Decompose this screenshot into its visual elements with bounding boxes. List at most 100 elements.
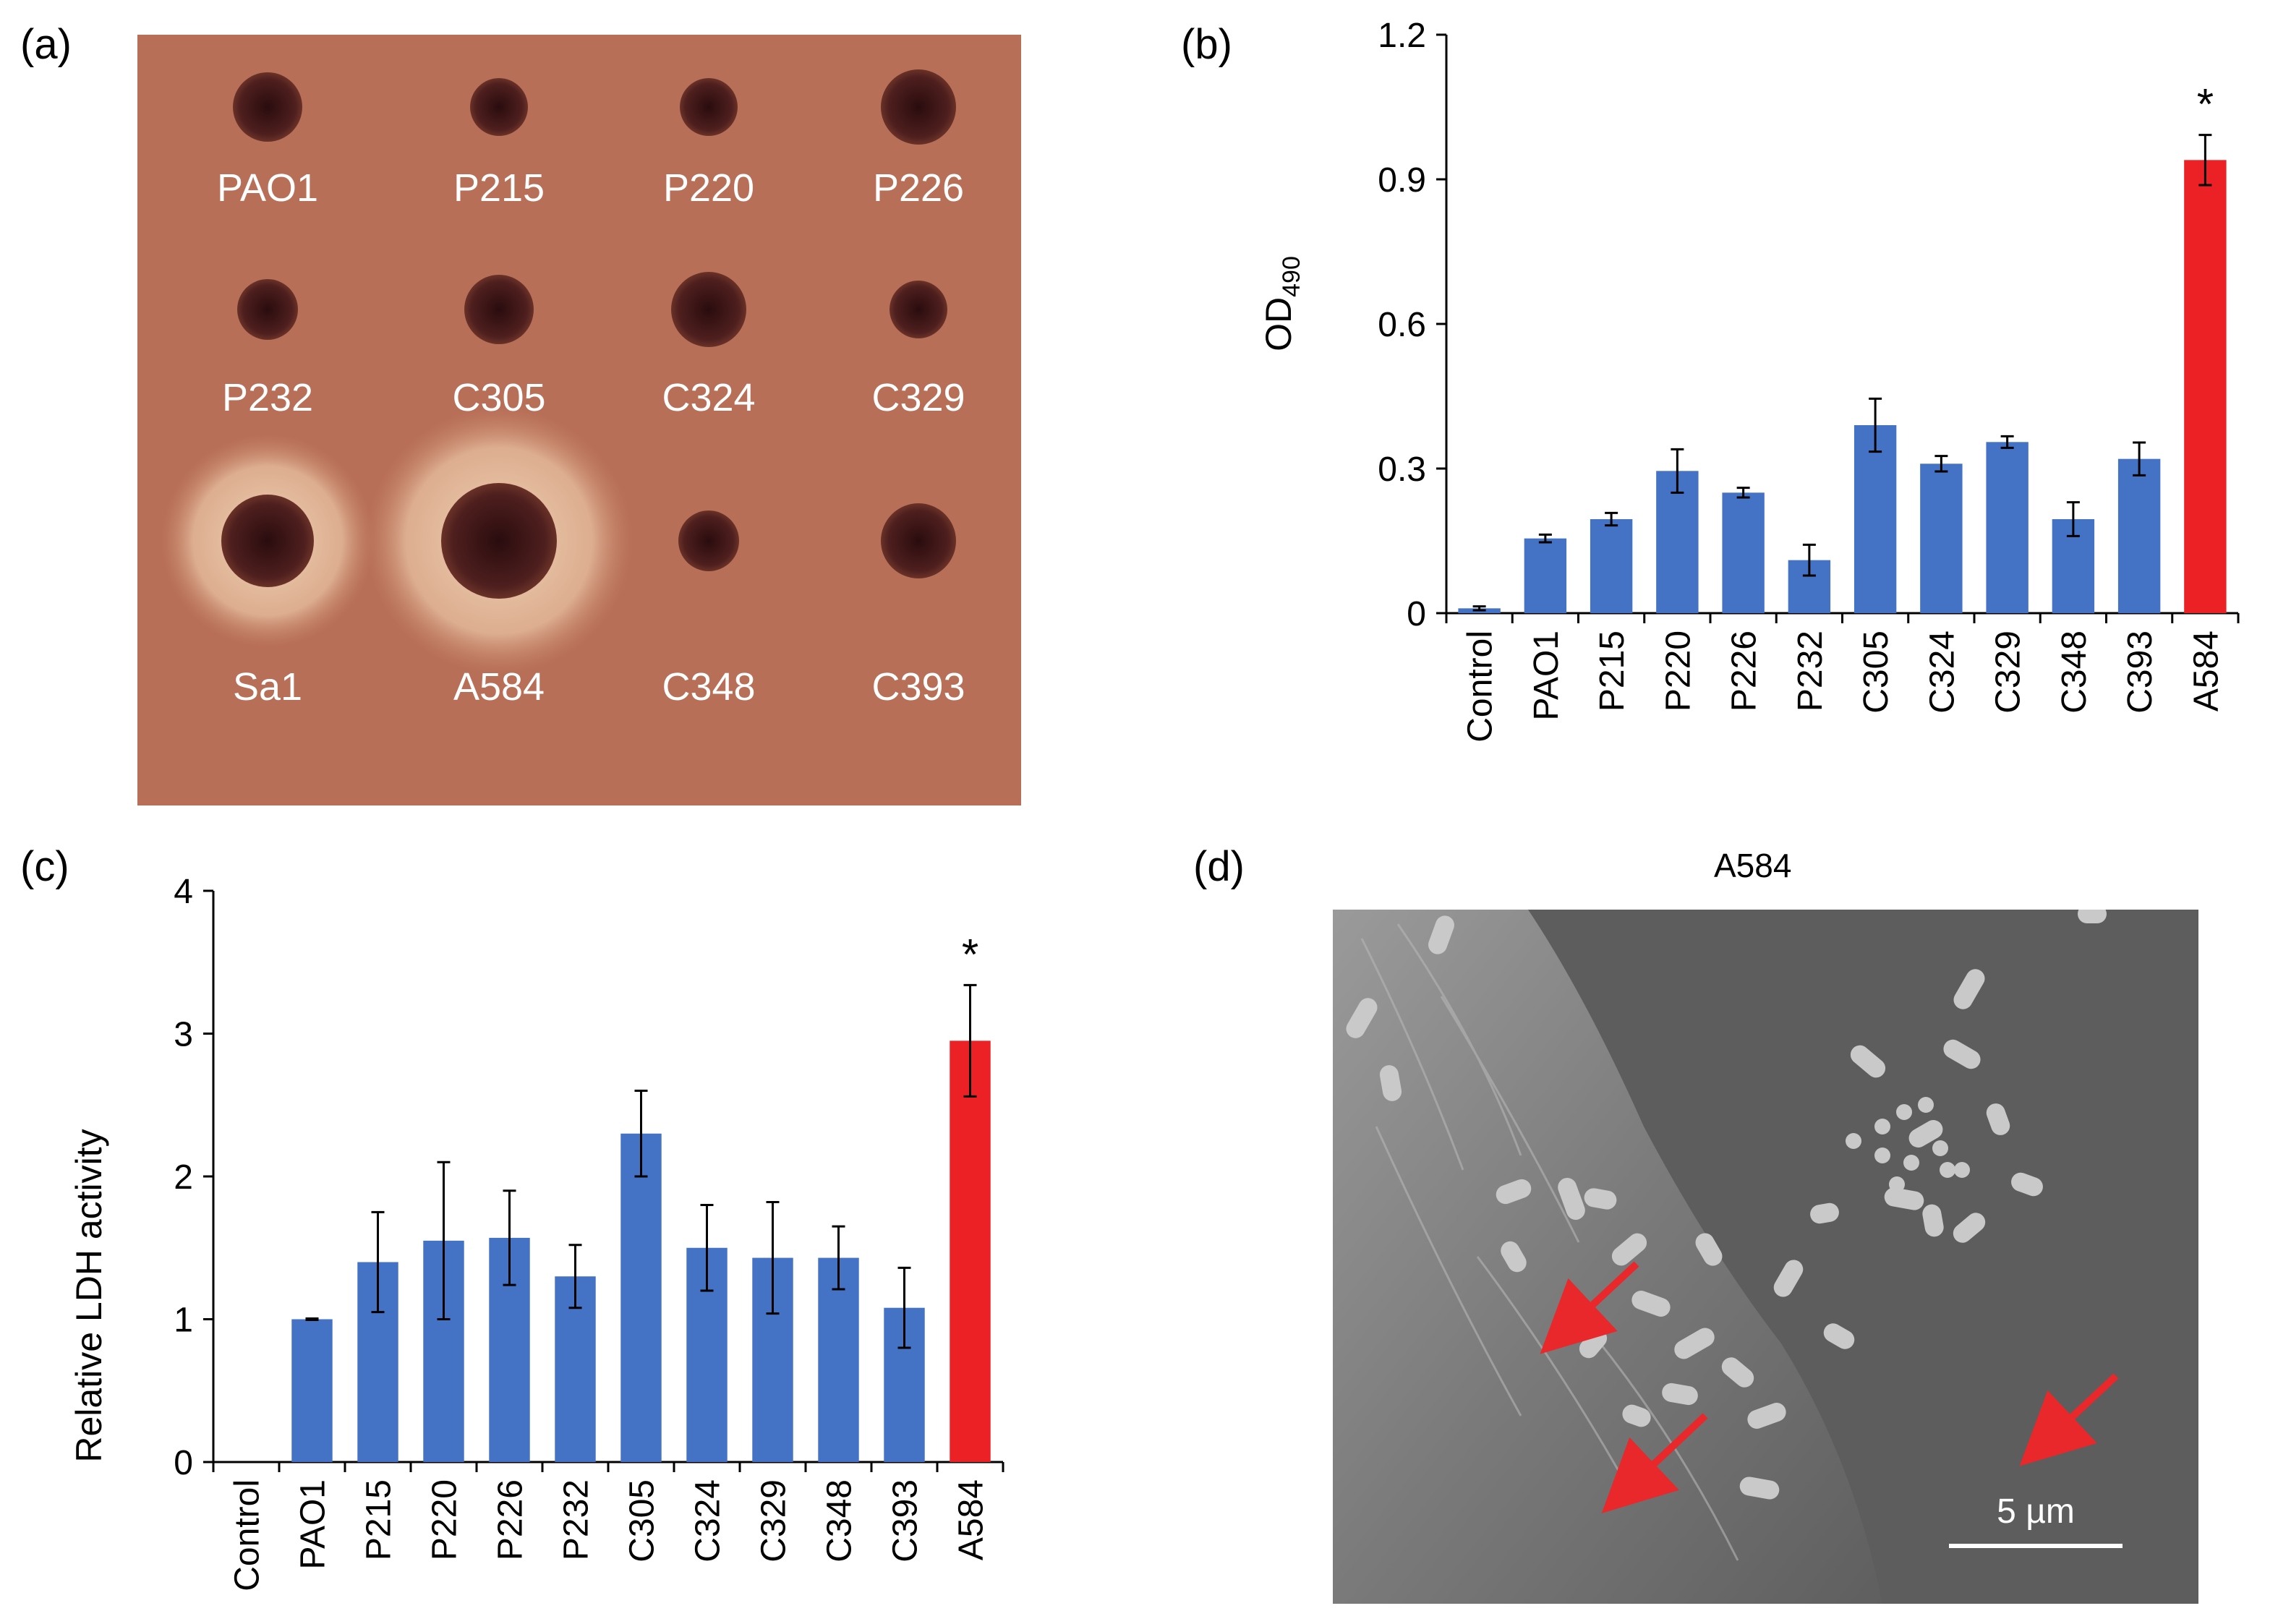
- x-tick-label: Control: [1462, 631, 1500, 743]
- sem-bacterium: [1850, 1045, 1886, 1078]
- bar-C329: [1986, 442, 2029, 613]
- bar-PAO1: [1524, 538, 1567, 613]
- x-tick-label: P220: [1659, 631, 1697, 711]
- x-tick-label: P226: [1725, 631, 1764, 711]
- sem-bacterium: [1884, 1187, 1924, 1210]
- x-tick-label: C348: [2055, 631, 2094, 714]
- sem-bacterium: [1501, 1241, 1527, 1273]
- chart-b-od490: OD490 0 0.3 0.6 0.9 1.2 Control PAO1 P215 P220 P2…: [1258, 17, 2240, 743]
- panel-d-letter: (d): [1193, 843, 1245, 890]
- bar-C305: [1853, 425, 1897, 613]
- y-tick-label: 0.6: [1378, 306, 1426, 344]
- bar-C393: [2117, 458, 2161, 613]
- sem-bacterium: [1611, 1233, 1647, 1266]
- plate-spot-label: P226: [873, 166, 964, 210]
- sem-bacterium: [1874, 1148, 1890, 1163]
- sem-bacterium: [1773, 1260, 1804, 1297]
- sem-bacterium: [1346, 998, 1378, 1038]
- sem-bacterium: [1674, 1328, 1715, 1359]
- sem-arrow-2: [1601, 1413, 1708, 1513]
- x-tick-label: C329: [755, 1479, 793, 1563]
- chart-c-ylabel: Relative LDH activity: [69, 1129, 109, 1462]
- sem-bacterium: [1922, 1204, 1944, 1237]
- y-tick-label: 0: [1407, 595, 1426, 633]
- panel-c-letter: (c): [20, 843, 69, 890]
- x-tick-label: C393: [887, 1479, 925, 1563]
- sem-bacterium: [1986, 1103, 2010, 1135]
- sem-bacterium: [1631, 1291, 1671, 1317]
- sem-bacterium: [1903, 1155, 1919, 1171]
- chart-c-ldh: Relative LDH activity 0 1 2 3 4 Control PAO1 P2…: [69, 873, 1004, 1591]
- significance-marker: *: [962, 930, 978, 978]
- x-tick-label: C305: [623, 1479, 662, 1563]
- sem-bacterium: [1584, 1188, 1617, 1210]
- chart-b-ylabel: OD490: [1258, 256, 1305, 351]
- x-tick-label: A584: [952, 1479, 991, 1560]
- x-tick-label: C324: [689, 1479, 728, 1563]
- sem-bacterium: [1896, 1104, 1912, 1120]
- sem-bacterium: [1943, 1039, 1981, 1069]
- sem-micrograph: 5 µm: [1333, 910, 2198, 1604]
- sem-bacterium: [1379, 1065, 1402, 1101]
- sem-cell-texture: [1360, 923, 1739, 1561]
- y-tick-label: 3: [174, 1016, 193, 1054]
- x-tick-label: C305: [1857, 631, 1895, 714]
- x-tick-label: P226: [492, 1479, 530, 1560]
- x-tick-label: C393: [2121, 631, 2159, 714]
- x-tick-label: Control: [229, 1479, 267, 1591]
- bar-C305: [620, 1133, 662, 1462]
- x-tick-label: C324: [1923, 631, 1961, 714]
- y-tick-label: 0.9: [1378, 161, 1426, 200]
- significance-marker: *: [2197, 80, 2214, 129]
- plate-background: [137, 35, 1021, 805]
- sem-bacterium: [1496, 1179, 1532, 1205]
- sem-bacterium: [1747, 1403, 1786, 1429]
- bar-A584: [950, 1040, 991, 1462]
- x-tick-label: P215: [360, 1479, 398, 1560]
- y-tick-label: 1: [174, 1302, 193, 1340]
- x-tick-label: A584: [2187, 631, 2225, 711]
- plate-colony: [233, 72, 302, 142]
- bar-P215: [1590, 519, 1633, 613]
- x-tick-label: P215: [1593, 631, 1631, 711]
- sem-bacterium: [1622, 1404, 1651, 1427]
- bar-C348: [818, 1257, 859, 1462]
- plate-colony: [237, 279, 298, 340]
- x-tick-label: P232: [1791, 631, 1830, 711]
- x-tick-label: C329: [1989, 631, 2028, 714]
- plate-spot-label: C329: [871, 376, 965, 419]
- sem-bacterium: [1918, 1097, 1934, 1113]
- sem-bacterium: [1889, 1176, 1905, 1192]
- panel-b-letter: (b): [1181, 21, 1232, 68]
- sem-bacterium: [1662, 1382, 1698, 1406]
- plate-spot-label: C393: [871, 665, 965, 709]
- plate-spot-label: A584: [453, 665, 545, 709]
- sem-bacterium: [2078, 910, 2107, 923]
- bar-P226: [1722, 492, 1765, 613]
- y-tick-label: 4: [174, 873, 193, 911]
- sem-bacterium: [1721, 1357, 1754, 1388]
- x-tick-label: PAO1: [1527, 631, 1566, 721]
- plate-colony: [671, 272, 746, 347]
- plate-spot-label: P232: [222, 376, 313, 419]
- sem-bacterium: [1953, 1213, 1986, 1243]
- y-tick-label: 0.3: [1378, 450, 1426, 489]
- bar-C324: [1920, 463, 1963, 613]
- bar-A584: [2184, 160, 2227, 614]
- plate-spot-label: C324: [662, 376, 755, 419]
- sem-bacterium: [1874, 1119, 1890, 1134]
- plate-spot-label: PAO1: [217, 166, 318, 210]
- x-tick-label: P232: [558, 1479, 596, 1560]
- y-tick-label: 2: [174, 1158, 193, 1197]
- sem-bacterium: [1695, 1233, 1723, 1266]
- y-tick-label: 1.2: [1378, 17, 1426, 55]
- plate-colony: [680, 78, 738, 136]
- sem-bacterium: [1558, 1178, 1585, 1220]
- sem-bacterium: [1739, 1476, 1780, 1500]
- x-tick-label: P220: [426, 1479, 464, 1560]
- plate-colony: [890, 281, 947, 338]
- sem-bacterium: [1953, 969, 1985, 1009]
- sem-bacterium: [1932, 1140, 1948, 1156]
- plate-colony: [464, 275, 534, 344]
